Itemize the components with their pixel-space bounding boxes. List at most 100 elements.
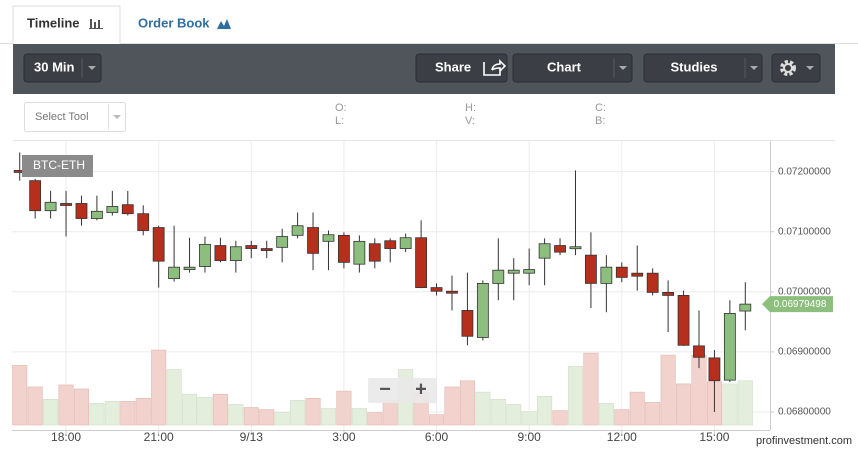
ohlc-label: O: [335,102,347,114]
candle-body [554,245,566,253]
x-tick-label: 18:00 [51,430,81,444]
caret [750,66,758,70]
tool-row [13,94,835,140]
candle-body [615,266,628,278]
candle-body [60,203,72,206]
candle-body [168,266,180,279]
candle-body [75,203,88,219]
volume-bar [104,401,120,426]
overlay: BTC-ETH − + profinvestment.com [22,155,852,447]
ohlc-label: H: [465,102,476,114]
candle-body [399,237,412,249]
volume-bar [382,400,398,426]
ohlc-label: V: [465,115,475,127]
volume-bar [212,393,228,426]
ohlc-label: C: [595,102,606,114]
candle-body [245,245,258,249]
volume-bar [490,399,506,426]
candle-body [739,303,752,312]
volume-bar [290,400,306,426]
gear-icon [783,63,793,73]
candle-body [476,282,489,338]
candle-body [214,245,227,261]
zoom-out[interactable]: − [379,378,391,400]
volume-bar [459,380,475,426]
active-tab[interactable] [12,5,121,44]
symbol-label: BTC-ETH [33,158,85,172]
select-tool[interactable] [24,102,126,132]
candle-body [430,287,443,292]
candle-body [199,243,211,267]
caret [113,115,121,119]
candle-body [91,210,103,219]
candle-body [523,269,536,274]
y-tick-label: 0.07100000 [778,226,831,237]
volume-bar [182,393,198,426]
chart-button[interactable] [512,53,633,83]
candle-body [276,236,289,248]
tab-timeline[interactable]: Timeline [27,15,80,30]
volume-bar [506,404,522,426]
caret [806,66,814,70]
symbol-badge [22,155,93,177]
volume-bar [274,412,290,426]
candle-body [646,272,659,293]
volume-bar [305,397,321,426]
candle-body [368,243,381,262]
candle-body [723,313,736,381]
zoom-control [368,378,437,403]
volume-bar [197,396,213,426]
candle-body [662,292,675,296]
x-tick-label: 6:00 [425,430,449,444]
candle-body [384,240,397,249]
x-tick-label: 9:00 [517,430,541,444]
tab-order-book[interactable]: Order Book [138,15,210,30]
select-tool-label: Select Tool [35,111,89,123]
volume-bar [552,410,568,426]
volume-bar [73,388,89,426]
volume-bar [120,401,136,426]
zoom-in[interactable]: + [415,378,427,400]
ohlc-label: B: [595,115,605,127]
volume-bar [722,383,738,426]
candle-body [137,213,150,231]
x-tick-label: 3:00 [332,430,356,444]
y-tick-label: 0.07200000 [778,166,831,177]
last-price-tag [762,296,833,313]
y-tick-label: 0.06900000 [778,347,831,358]
volume-bar [614,409,630,426]
volume-bar [27,386,43,426]
interval-label: 30 Min [34,59,75,74]
volume-bar [629,391,645,426]
volume-bar [521,411,537,426]
volume-bar [166,369,182,426]
volume-bar [598,403,614,426]
volume-bar [583,352,599,426]
volume-bar [429,414,445,426]
candle-body [338,234,350,263]
volume-bar [43,399,59,426]
candle-body [260,248,273,251]
candle-body [229,246,242,261]
candle-body [322,234,335,242]
y-tick-label: 0.07000000 [778,286,831,297]
volume-bar [645,402,661,426]
bar-icon [89,19,103,29]
share-label: Share [435,59,471,74]
x-tick-label: 9/13 [240,430,264,444]
y-tick-label: 0.06800000 [778,407,831,418]
candle-body [538,243,551,259]
candle-body [121,204,134,215]
volume-bar [676,383,692,426]
area-icon [217,19,231,29]
studies-button[interactable] [643,53,763,83]
watermark: profinvestment.com [756,435,852,447]
candle-body [631,272,644,277]
x-tick-label: 12:00 [607,430,637,444]
candle-body [183,266,196,270]
volume-bar [243,407,259,426]
volume-bar [89,403,105,426]
volume-bar [336,390,352,426]
chart-label: Chart [547,59,582,74]
volume-bar [259,409,275,426]
